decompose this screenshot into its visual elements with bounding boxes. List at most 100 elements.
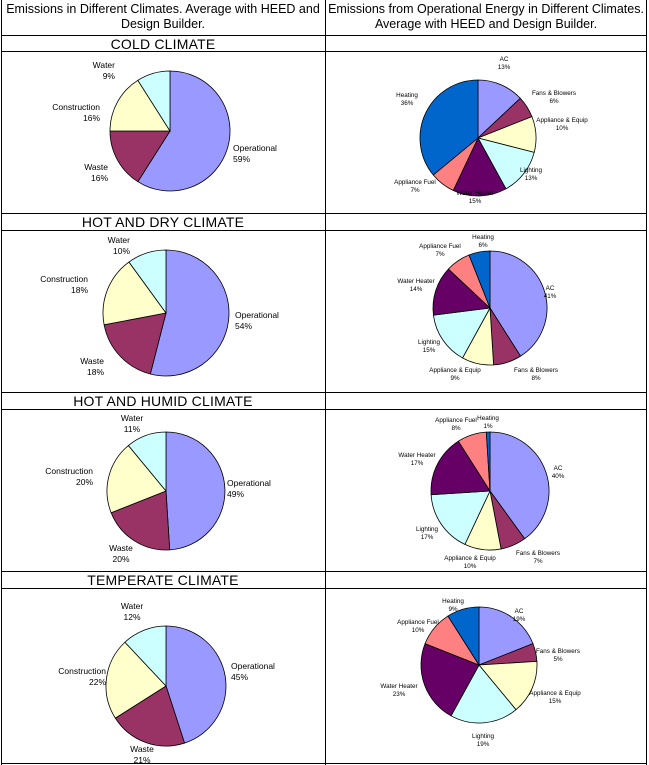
slice-label-pct: 9% — [103, 71, 116, 81]
slice-label-pct: 9% — [450, 375, 460, 382]
slice-label-name: Construction — [40, 274, 88, 284]
slice-label-pct: 12% — [123, 612, 140, 622]
pie-slice-ac — [489, 431, 550, 540]
slice-label-appliance-and-equip: Appliance & Equip 10% — [444, 555, 496, 570]
slice-label-water: Water 12% — [121, 601, 144, 622]
slice-label-pct: 20% — [112, 554, 129, 564]
slice-label-name: Appliance & Equip — [444, 555, 496, 562]
slice-label-name: Heating — [396, 92, 418, 99]
slice-label-name: Construction — [58, 666, 106, 676]
slice-label-ac: AC 40% — [552, 465, 565, 480]
slice-label-name: Appliance Fuel — [435, 417, 477, 424]
slice-label-water-heater: Water Heater 17% — [398, 452, 435, 467]
pie-slice-construction — [106, 444, 167, 514]
slice-label-name: Heating — [472, 234, 494, 241]
slice-label-pct: 54% — [235, 321, 252, 331]
slice-label-name: AC — [515, 608, 524, 615]
slice-label-pct: 18% — [71, 285, 88, 295]
slice-label-name: Appliance Fuel — [394, 179, 436, 186]
slice-label-lighting: Lighting 13% — [520, 167, 543, 182]
slice-label-operational: Operational 49% — [227, 478, 271, 499]
slice-label-ac: AC 13% — [498, 56, 511, 71]
slice-label-appliance-fuel: Appliance Fuel 8% — [435, 417, 477, 432]
pie-slice-heating — [447, 606, 480, 667]
pie-slice-waste — [110, 490, 171, 551]
pie-slice-water-heater — [420, 643, 480, 717]
slice-label-name: Appliance & Equip — [529, 690, 581, 697]
slice-label-pct: 13% — [498, 64, 511, 71]
pie-slice-lighting — [433, 307, 491, 359]
climate-title-hot-dry: HOT AND DRY CLIMATE — [81, 214, 245, 230]
slice-label-pct: 14% — [410, 286, 423, 293]
pie-slice-construction — [109, 79, 171, 132]
climate-title-hot-humid: HOT AND HUMID CLIMATE — [73, 393, 253, 409]
slice-label-name: Operational — [227, 478, 271, 488]
slice-label-pct: 7% — [435, 251, 445, 258]
slice-label-pct: 19% — [477, 741, 490, 748]
slice-label-pct: 19% — [513, 616, 526, 623]
pie-slice-water — [127, 431, 167, 493]
pie-slice-operational — [137, 70, 231, 192]
slice-label-pct: 20% — [76, 477, 93, 487]
slice-label-waste: Waste 20% — [109, 543, 133, 564]
slice-label-water-heater: Water Heater 14% — [397, 278, 434, 293]
slice-label-waste: Waste 16% — [84, 162, 108, 183]
slice-label-pct: 23% — [393, 691, 406, 698]
slice-label-pct: 10% — [412, 627, 425, 634]
slice-label-name: Waste — [84, 162, 108, 172]
slice-label-pct: 10% — [556, 125, 569, 132]
slice-label-name: Fans & Blowers — [516, 550, 560, 557]
slice-label-name: Heating — [442, 598, 464, 605]
slice-label-name: Appliance Fuel — [419, 243, 461, 250]
slice-label-pct: 8% — [451, 425, 461, 432]
slice-label-water: Water 9% — [93, 60, 116, 81]
slice-label-name: Operational — [233, 143, 277, 153]
slice-label-appliance-fuel: Appliance Fuel 7% — [419, 243, 461, 258]
pie-slice-appliance-and-equip — [478, 660, 538, 711]
slice-label-operational: Operational 54% — [235, 310, 279, 331]
slice-label-name: AC — [546, 285, 555, 292]
slice-label-name: Appliance Fuel — [397, 619, 439, 626]
slice-label-pct: 16% — [83, 113, 100, 123]
pie-slice-heating — [419, 79, 479, 176]
slice-label-construction: Construction 20% — [45, 466, 93, 487]
pie-slice-ac — [478, 606, 534, 666]
pie-slice-heating — [468, 250, 491, 309]
slice-label-name: Lighting — [520, 167, 543, 174]
slice-label-pct: 10% — [113, 246, 130, 256]
slice-label-name: Waste — [109, 543, 133, 553]
header-right: Emissions from Operational Energy in Dif… — [328, 2, 644, 31]
pie-slice-operational — [149, 249, 230, 377]
slice-label-name: Construction — [52, 102, 100, 112]
slice-label-fans-and-blowers: Fans & Blowers 5% — [536, 648, 580, 663]
slice-label-ac: AC 41% — [544, 285, 557, 300]
slice-label-name: Fans & Blowers — [532, 90, 576, 97]
slice-label-appliance-fuel: Appliance Fuel 7% — [394, 179, 436, 194]
slice-label-lighting: Lighting 17% — [416, 526, 439, 541]
slice-label-pct: 5% — [553, 656, 563, 663]
slice-label-water: Water 10% — [108, 235, 131, 256]
slice-label-pct: 6% — [549, 98, 559, 105]
slice-label-name: Water Heater — [397, 278, 434, 285]
slice-label-ac: AC 19% — [513, 608, 526, 623]
slice-label-lighting: Lighting 15% — [418, 339, 441, 354]
pie-slice-water — [137, 70, 171, 133]
pie-slice-lighting — [430, 490, 491, 545]
pie-slice-construction — [102, 261, 167, 326]
slice-label-name: Heating — [477, 415, 499, 422]
slice-label-name: Water Heater — [398, 452, 435, 459]
slice-label-name: Fans & Blowers — [536, 648, 580, 655]
slice-label-name: Water — [108, 235, 131, 245]
slice-label-pct: 59% — [233, 154, 250, 164]
pie-slice-lighting — [450, 664, 517, 724]
slice-label-appliance-and-equip: Appliance & Equip 15% — [529, 690, 581, 705]
slice-label-pct: 17% — [411, 460, 424, 467]
slice-label-pct: 15% — [469, 198, 482, 205]
slice-label-name: Fans & Blowers — [514, 367, 558, 374]
